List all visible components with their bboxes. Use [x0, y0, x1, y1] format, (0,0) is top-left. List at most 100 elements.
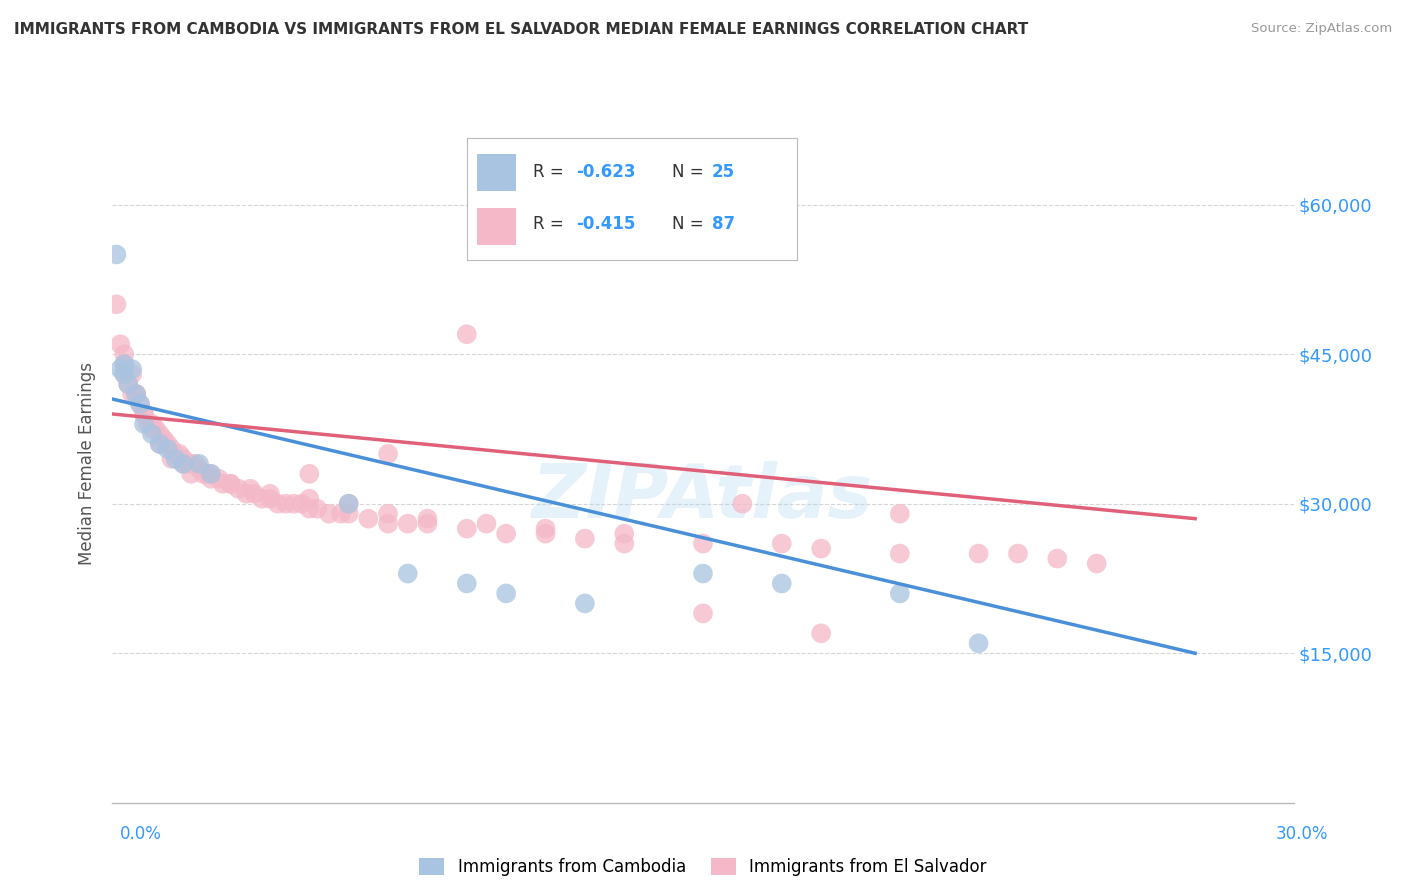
- Point: [172, 457, 194, 471]
- Point: [770, 576, 793, 591]
- Point: [692, 607, 714, 621]
- Text: IMMIGRANTS FROM CAMBODIA VS IMMIGRANTS FROM EL SALVADOR MEDIAN FEMALE EARNINGS C: IMMIGRANTS FROM CAMBODIA VS IMMIGRANTS F…: [14, 22, 1028, 37]
- Point: [156, 437, 179, 451]
- Point: [172, 457, 194, 471]
- Point: [149, 437, 172, 451]
- Point: [200, 472, 222, 486]
- Point: [149, 437, 172, 451]
- Point: [132, 407, 155, 421]
- Point: [495, 526, 517, 541]
- Point: [121, 387, 143, 401]
- Point: [889, 547, 911, 561]
- Point: [165, 451, 187, 466]
- Point: [692, 536, 714, 550]
- Point: [129, 397, 152, 411]
- Point: [456, 327, 478, 342]
- Point: [259, 487, 281, 501]
- Point: [112, 367, 135, 381]
- Y-axis label: Median Female Earnings: Median Female Earnings: [77, 362, 96, 566]
- Point: [967, 547, 990, 561]
- Point: [377, 516, 399, 531]
- Point: [475, 516, 498, 531]
- Point: [211, 476, 233, 491]
- Point: [1046, 551, 1069, 566]
- Text: 0.0%: 0.0%: [120, 825, 162, 843]
- Point: [810, 626, 832, 640]
- Point: [180, 467, 202, 481]
- Point: [298, 491, 321, 506]
- Point: [117, 377, 139, 392]
- Point: [574, 596, 596, 610]
- Point: [228, 482, 250, 496]
- Point: [141, 426, 163, 441]
- Point: [810, 541, 832, 556]
- Point: [156, 442, 179, 456]
- Point: [129, 397, 152, 411]
- Point: [132, 417, 155, 431]
- Point: [377, 447, 399, 461]
- Point: [112, 357, 135, 371]
- Legend: Immigrants from Cambodia, Immigrants from El Salvador: Immigrants from Cambodia, Immigrants fro…: [412, 851, 994, 882]
- Point: [377, 507, 399, 521]
- Point: [180, 457, 202, 471]
- Point: [141, 417, 163, 431]
- Point: [290, 497, 312, 511]
- Point: [136, 417, 159, 431]
- Text: 30.0%: 30.0%: [1277, 825, 1329, 843]
- Point: [125, 387, 148, 401]
- Point: [112, 367, 135, 381]
- Point: [495, 586, 517, 600]
- Point: [165, 447, 187, 461]
- Point: [396, 566, 419, 581]
- Point: [243, 487, 266, 501]
- Point: [967, 636, 990, 650]
- Point: [200, 467, 222, 481]
- Point: [200, 467, 222, 481]
- Point: [117, 377, 139, 392]
- Point: [534, 526, 557, 541]
- Point: [219, 476, 242, 491]
- Point: [152, 432, 174, 446]
- Point: [169, 447, 191, 461]
- Point: [239, 482, 262, 496]
- Point: [188, 457, 211, 471]
- Point: [121, 362, 143, 376]
- Point: [770, 536, 793, 550]
- Point: [208, 472, 231, 486]
- Point: [172, 451, 194, 466]
- Point: [274, 497, 297, 511]
- Point: [337, 497, 360, 511]
- Point: [160, 451, 183, 466]
- Point: [110, 337, 132, 351]
- Point: [574, 532, 596, 546]
- Point: [357, 511, 380, 525]
- Point: [613, 526, 636, 541]
- Point: [731, 497, 754, 511]
- Point: [534, 522, 557, 536]
- Point: [1007, 547, 1029, 561]
- Point: [195, 467, 218, 481]
- Point: [250, 491, 273, 506]
- Point: [105, 297, 128, 311]
- Text: ZIPAtlas: ZIPAtlas: [533, 461, 873, 534]
- Point: [125, 387, 148, 401]
- Point: [149, 426, 172, 441]
- Point: [219, 476, 242, 491]
- Point: [298, 501, 321, 516]
- Point: [416, 516, 439, 531]
- Point: [396, 516, 419, 531]
- Point: [456, 522, 478, 536]
- Point: [184, 457, 207, 471]
- Point: [132, 407, 155, 421]
- Point: [141, 422, 163, 436]
- Point: [145, 422, 167, 436]
- Point: [416, 511, 439, 525]
- Point: [613, 536, 636, 550]
- Point: [337, 507, 360, 521]
- Point: [160, 442, 183, 456]
- Point: [125, 387, 148, 401]
- Point: [298, 467, 321, 481]
- Point: [318, 507, 340, 521]
- Point: [112, 357, 135, 371]
- Point: [259, 491, 281, 506]
